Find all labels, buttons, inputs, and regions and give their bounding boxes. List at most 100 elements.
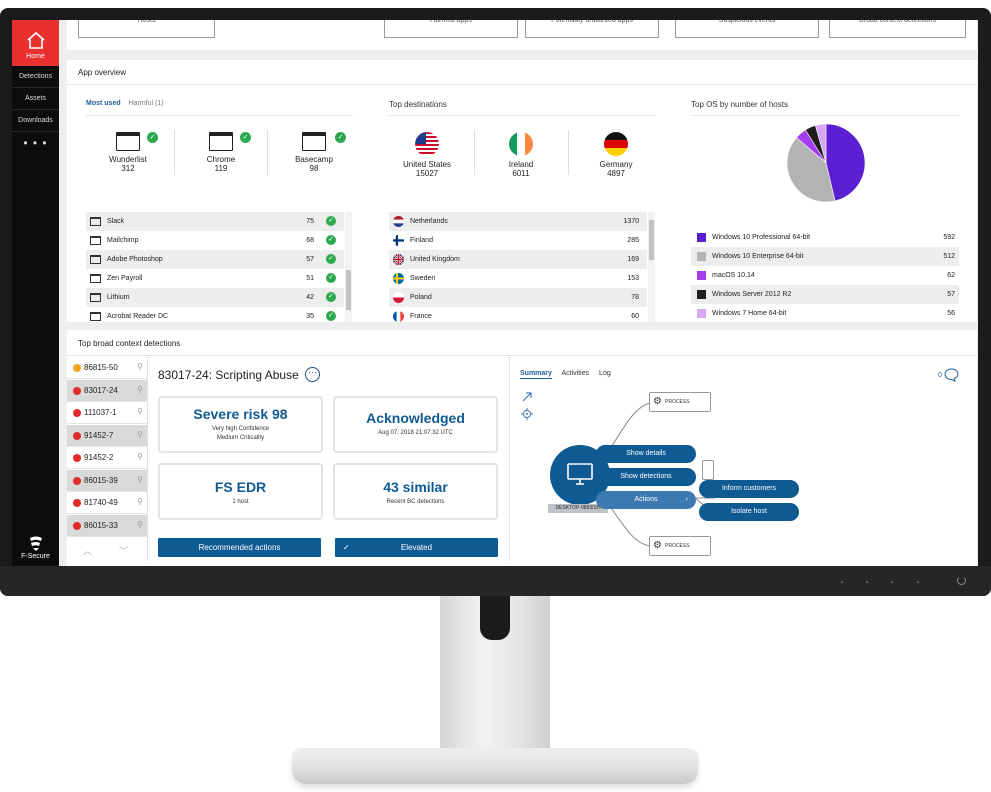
destination-count: 6011 — [512, 169, 530, 178]
nav-detections[interactable]: Detections — [12, 66, 59, 88]
divider — [67, 84, 977, 85]
app-list-scrollbar[interactable] — [345, 212, 352, 323]
detection-list-item[interactable]: 81740-49 ⚲ — [67, 492, 147, 514]
destination-row[interactable]: Finland 285 — [389, 231, 647, 250]
detection-list-item[interactable]: 86015-33 ⚲ — [67, 514, 147, 537]
detection-list-item[interactable]: 111037-1 ⚲ — [67, 402, 147, 424]
divider — [691, 115, 959, 116]
app-row[interactable]: Adobe Photoshop 57 ✓ — [86, 250, 344, 269]
top-destination-tile[interactable]: Ireland 6011 — [474, 132, 568, 178]
chevron-up-icon[interactable]: ︿ — [83, 546, 93, 556]
show-details-button[interactable]: Show details — [596, 445, 696, 463]
target-icon[interactable] — [521, 408, 533, 420]
pin-icon[interactable]: ⚲ — [137, 362, 143, 371]
inform-customers-button[interactable]: Inform customers — [699, 480, 799, 498]
process-node[interactable]: ⚙ PROCESS — [649, 392, 711, 412]
status-box[interactable]: Acknowledged Aug 07, 2018 21:07:32 UTC — [333, 396, 498, 453]
destination-row[interactable]: Netherlands 1370 — [389, 212, 647, 231]
os-row[interactable]: Windows 7 Home 64-bit 56 — [691, 304, 959, 323]
divider — [474, 130, 475, 175]
tab-activities[interactable]: Activities — [561, 370, 590, 377]
detection-list-item[interactable]: 86015-39 ⚲ — [67, 469, 147, 492]
summary-tile-harmful-apps[interactable]: Harmful apps — [384, 20, 518, 38]
similar-box[interactable]: 43 similar Recent BC detections — [333, 463, 498, 520]
app-row[interactable]: Mailchimp 68 ✓ — [86, 231, 344, 250]
nav-home[interactable]: Home — [12, 20, 59, 66]
summary-tile-suspicious-events[interactable]: Suspicious events — [675, 20, 819, 38]
app-count: 75 — [306, 218, 314, 225]
nav-assets[interactable]: Assets — [12, 88, 59, 110]
risk-confidence: Very high Confidence — [211, 426, 270, 432]
divider — [267, 130, 268, 175]
engine-box[interactable]: FS EDR 1 host — [158, 463, 323, 520]
comment-bubble-icon — [944, 368, 959, 382]
comments-button[interactable]: 0 — [938, 368, 959, 382]
chevron-down-icon[interactable]: ﹀ — [119, 546, 129, 556]
france-flag-icon — [393, 311, 404, 322]
os-row[interactable]: Windows 10 Enterprise 64-bit 512 — [691, 247, 959, 266]
detection-list-item[interactable]: 83017-24 ⚲ — [67, 379, 147, 402]
top-destination-tile[interactable]: Germany 4897 — [569, 132, 663, 178]
app-count: 57 — [306, 256, 314, 263]
scroll-thumb[interactable] — [649, 220, 654, 260]
destination-row[interactable]: France 60 — [389, 307, 647, 326]
summary-tile-hosts[interactable]: Hosts — [78, 20, 215, 38]
pie-slice[interactable] — [786, 137, 836, 203]
pin-icon[interactable]: ⚲ — [137, 519, 143, 529]
gear-icon: ⚙ — [653, 540, 662, 551]
tab-harmful[interactable]: Harmful (1) — [128, 100, 164, 107]
os-row[interactable]: macOS 10.14 62 — [691, 266, 959, 285]
os-row[interactable]: Windows 10 Professional 64-bit 592 — [691, 228, 959, 247]
pie-slice[interactable] — [825, 123, 866, 202]
severity-dot — [73, 454, 81, 462]
severity-dot — [73, 521, 81, 530]
destination-list-scrollbar[interactable] — [648, 212, 655, 323]
detection-list-item[interactable]: 86815-50 ⚲ — [67, 357, 147, 379]
top-app-tile[interactable]: Wunderlist 312 — [81, 132, 175, 173]
host-name: DESKTOP-0893ISH — [548, 504, 608, 513]
risk-box[interactable]: Severe risk 98 Very high Confidence Medi… — [158, 396, 323, 453]
more-options-button[interactable]: ··· — [305, 367, 320, 382]
app-row[interactable]: Slack 75 ✓ — [86, 212, 344, 231]
divider — [147, 357, 148, 561]
legend-swatch — [697, 252, 706, 261]
severity-dot — [73, 409, 81, 417]
process-node[interactable]: ⚙ PROCESS — [649, 536, 711, 556]
elevated-button[interactable]: ✓ Elevated — [335, 538, 498, 557]
top-app-tile[interactable]: Basecamp 98 — [267, 132, 361, 173]
top-app-tile[interactable]: Chrome 119 — [174, 132, 268, 173]
expand-icon[interactable] — [521, 391, 533, 403]
pie-slice[interactable] — [815, 123, 827, 164]
show-detections-button[interactable]: Show detections — [596, 468, 696, 486]
check-icon: ✓ — [326, 216, 336, 226]
actions-button[interactable]: Actions › — [596, 491, 696, 509]
app-row[interactable]: Acrobat Reader DC 35 ✓ — [86, 307, 344, 326]
nav-more-button[interactable]: • • • — [23, 136, 48, 150]
pin-icon[interactable]: ⚲ — [137, 452, 143, 461]
scroll-thumb[interactable] — [346, 270, 351, 310]
divider — [509, 357, 510, 561]
recommended-actions-button[interactable]: Recommended actions — [158, 538, 321, 557]
destination-row[interactable]: United Kingdom 169 — [389, 250, 647, 269]
destination-row[interactable]: Sweden 153 — [389, 269, 647, 288]
pin-icon[interactable]: ⚲ — [137, 474, 143, 484]
top-destination-tile[interactable]: United States 15027 — [380, 132, 474, 178]
tab-log[interactable]: Log — [599, 370, 611, 377]
pin-icon[interactable]: ⚲ — [137, 407, 143, 416]
detection-list-item[interactable]: 91452-7 ⚲ — [67, 424, 147, 447]
tab-summary[interactable]: Summary — [520, 370, 552, 379]
summary-tile-unwanted-apps[interactable]: Potentially unwanted apps — [525, 20, 659, 38]
summary-tile-broad-context[interactable]: Broad context detections — [829, 20, 966, 38]
nav-downloads[interactable]: Downloads — [12, 110, 59, 132]
pin-icon[interactable]: ⚲ — [137, 497, 143, 506]
tab-most-used[interactable]: Most used — [86, 100, 121, 107]
os-row[interactable]: Windows Server 2012 R2 57 — [691, 285, 959, 304]
destination-row[interactable]: Poland 78 — [389, 288, 647, 307]
detection-list-item[interactable]: 91452-2 ⚲ — [67, 447, 147, 469]
app-row[interactable]: Lithium 42 ✓ — [86, 288, 344, 307]
app-row[interactable]: Zen Payroll 51 ✓ — [86, 269, 344, 288]
sweden-flag-icon — [393, 273, 404, 284]
pin-icon[interactable]: ⚲ — [137, 384, 143, 394]
pin-icon[interactable]: ⚲ — [137, 429, 143, 439]
isolate-host-button[interactable]: Isolate host — [699, 503, 799, 521]
